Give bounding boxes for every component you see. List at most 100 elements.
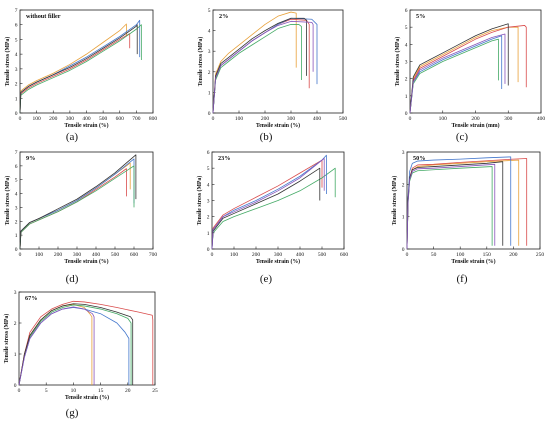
- y-tick-label: 7: [15, 8, 18, 14]
- series-line-3: [19, 24, 142, 114]
- x-tick-label: 700: [132, 116, 141, 122]
- y-tick-label: 6: [207, 150, 210, 156]
- y-tick-label: 3: [208, 49, 211, 55]
- series-line-3: [409, 38, 499, 114]
- y-axis-label: Tensile stress (MPa): [391, 176, 398, 226]
- series-line-5: [212, 20, 314, 114]
- x-tick-label: 100: [230, 252, 239, 258]
- chart-panel-6: 0 5 10 15 20 25 0 1 2 3 Tensile strain (%) Tensile …: [3, 290, 158, 419]
- x-tick-label: 500: [339, 116, 348, 122]
- y-tick-label: 2: [207, 215, 210, 221]
- x-tick-label: 0: [19, 252, 22, 258]
- x-tick-label: 0: [406, 252, 409, 258]
- series-line-0: [19, 23, 127, 114]
- x-tick-label: 700: [149, 252, 158, 258]
- x-axis-label: Tensile strain (%): [65, 394, 109, 401]
- filler-annotation: 23%: [218, 155, 230, 162]
- series-line-4: [406, 161, 504, 250]
- x-tick-label: 200: [261, 116, 270, 122]
- x-axis-label: Tensile strain (%): [451, 258, 495, 265]
- x-tick-label: 500: [318, 252, 327, 258]
- x-tick-label: 300: [73, 252, 82, 258]
- x-tick-label: 0: [18, 388, 21, 394]
- y-tick-label: 4: [15, 52, 18, 58]
- panel-label: (f): [457, 273, 468, 285]
- y-tick-label: 4: [207, 182, 210, 188]
- x-tick-label: 100: [439, 116, 448, 122]
- x-tick-label: 200: [471, 116, 480, 122]
- panel-label: (d): [66, 273, 79, 285]
- panel-label: (a): [66, 131, 79, 143]
- x-tick-label: 500: [111, 252, 120, 258]
- y-tick-label: 0: [402, 247, 405, 253]
- y-tick-label: 3: [15, 205, 18, 211]
- x-tick-label: 200: [49, 116, 58, 122]
- series-line-4: [19, 154, 137, 250]
- x-tick-label: 5: [45, 388, 48, 394]
- plot-frame: [18, 291, 156, 386]
- y-axis-label: Tensile stress (MPa): [197, 37, 204, 87]
- x-tick-label: 800: [149, 116, 158, 122]
- x-tick-label: 600: [130, 252, 139, 258]
- x-tick-label: 200: [509, 252, 518, 258]
- y-tick-label: 3: [15, 67, 18, 73]
- x-tick-label: 400: [313, 116, 322, 122]
- x-tick-label: 250: [536, 252, 545, 258]
- series-line-5: [409, 33, 506, 114]
- y-tick-label: 1: [15, 96, 18, 102]
- panel-label: (e): [260, 273, 273, 285]
- y-tick-label: 1: [15, 233, 18, 239]
- chart-panel-5: 0 50 100 150 200 250 0 1 2 3 Tensile strain (%) Ten…: [391, 150, 544, 285]
- y-tick-label: 2: [14, 321, 17, 327]
- x-tick-label: 100: [35, 252, 44, 258]
- y-tick-label: 5: [208, 8, 211, 14]
- y-tick-label: 3: [14, 290, 17, 296]
- y-axis-label: Tensile stress (MPa): [394, 37, 401, 87]
- y-tick-label: 2: [15, 82, 18, 88]
- x-tick-label: 600: [116, 116, 125, 122]
- y-tick-label: 7: [15, 150, 18, 156]
- x-tick-label: 400: [296, 252, 305, 258]
- chart-panel-0: 0 100 200 300 400 500 600 700 800 0 1 2 3 4 5 6 7 Tensile…: [4, 8, 157, 143]
- y-tick-label: 6: [15, 164, 18, 170]
- x-tick-label: 0: [409, 116, 412, 122]
- series-line-4: [19, 24, 138, 114]
- series-line-1: [19, 168, 127, 250]
- chart-panel-4: 0 100 200 300 400 500 600 0 1 2 3 4 5 6 Tensile strain…: [196, 150, 348, 285]
- x-tick-label: 100: [235, 116, 244, 122]
- series-line-2: [409, 35, 503, 114]
- x-axis-label: Tensile strain (%): [64, 258, 108, 265]
- series-line-2: [19, 158, 135, 250]
- y-tick-label: 0: [207, 247, 210, 253]
- y-tick-label: 0: [15, 111, 18, 117]
- x-tick-label: 150: [483, 252, 492, 258]
- y-tick-label: 2: [208, 70, 211, 76]
- x-axis-label: Tensile strain (%): [256, 122, 300, 129]
- y-tick-label: 2: [402, 182, 405, 188]
- y-tick-label: 2: [405, 77, 408, 83]
- plot-frame: [19, 151, 154, 250]
- series-line-1: [409, 25, 527, 114]
- x-tick-label: 100: [33, 116, 42, 122]
- y-axis-label: Tensile stress (MPa): [3, 314, 10, 364]
- series-line-1: [211, 167, 336, 250]
- series-line-5: [406, 163, 496, 250]
- y-tick-label: 1: [208, 90, 211, 96]
- x-tick-label: 500: [99, 116, 108, 122]
- panel-label: (g): [66, 407, 79, 419]
- y-tick-label: 1: [402, 215, 405, 221]
- series-line-4: [212, 17, 308, 114]
- chart-panel-1: 0 100 200 300 400 500 0 1 2 3 4 5 Tensile strain (%)…: [197, 8, 347, 143]
- y-tick-label: 6: [405, 8, 408, 14]
- x-tick-label: 10: [71, 388, 77, 394]
- chart-panel-3: 0 100 200 300 400 500 600 700 0 1 2 3 4 5 6 7 Tensile st…: [4, 150, 157, 285]
- x-tick-label: 200: [252, 252, 261, 258]
- x-tick-label: 300: [287, 116, 296, 122]
- series-line-0: [211, 159, 323, 250]
- series-line-0: [212, 11, 297, 114]
- series-line-2: [18, 307, 130, 386]
- x-tick-label: 400: [92, 252, 101, 258]
- series-line-5: [18, 306, 95, 386]
- series-line-2: [19, 19, 141, 114]
- x-tick-label: 50: [431, 252, 437, 258]
